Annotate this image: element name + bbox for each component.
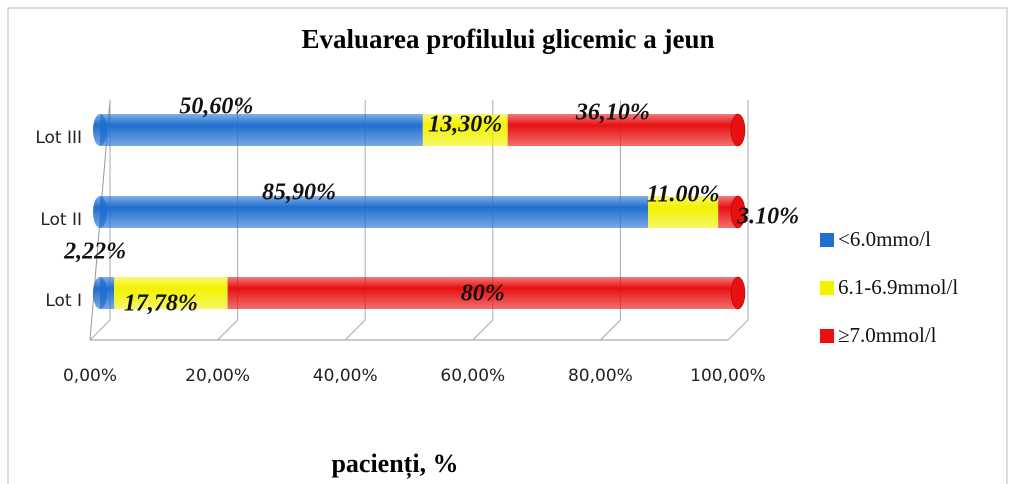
chart-frame xyxy=(7,7,1008,484)
legend-label: ≥7.0mmol/l xyxy=(838,323,937,347)
data-label: 3.10% xyxy=(736,204,799,230)
x-tick-label: 80,00% xyxy=(568,366,633,386)
bar-segment xyxy=(227,277,738,309)
y-tick-label: Lot III xyxy=(35,128,82,148)
y-tick-label: Lot II xyxy=(40,210,82,230)
data-label: 36,10% xyxy=(575,100,650,126)
x-tick-label: 20,00% xyxy=(185,366,250,386)
grid-floor xyxy=(344,319,366,341)
data-label: 80% xyxy=(461,281,505,307)
bar-segment xyxy=(507,114,738,146)
legend-label: 6.1-6.9mmol/l xyxy=(838,275,958,299)
x-axis-title: pacienți, % xyxy=(331,449,458,479)
bar-base xyxy=(93,196,107,228)
grid-floor xyxy=(89,319,111,341)
grid-floor xyxy=(727,319,749,341)
bar-segment xyxy=(422,114,508,146)
x-tick-label: 60,00% xyxy=(440,366,505,386)
data-label: 11.00% xyxy=(647,182,720,208)
grid-floor xyxy=(217,319,238,341)
legend-swatch xyxy=(820,329,834,343)
y-tick-label: Lot I xyxy=(45,291,82,311)
data-label: 17,78% xyxy=(124,291,198,317)
bar-cap xyxy=(730,195,746,229)
bar-segment xyxy=(648,196,719,228)
grid-floor xyxy=(600,319,621,341)
data-label: 2,22% xyxy=(63,239,126,265)
bar-segment xyxy=(114,277,228,309)
x-tick-label: 0,00% xyxy=(63,366,117,386)
bar-cap xyxy=(730,113,746,147)
data-label: 13,30% xyxy=(428,112,502,138)
legend-swatch xyxy=(820,281,834,295)
data-label: 85,90% xyxy=(262,180,336,206)
grid-floor xyxy=(472,319,494,341)
bar-segment xyxy=(100,196,649,228)
bar-base xyxy=(93,114,107,146)
x-tick-label: 40,00% xyxy=(313,366,378,386)
chart-title: Evaluarea profilului glicemic a jeun xyxy=(301,24,714,54)
legend-swatch xyxy=(820,233,834,247)
x-tick-label: 100,00% xyxy=(690,366,766,386)
bar-segment xyxy=(100,114,423,146)
data-label: 50,60% xyxy=(179,94,253,120)
bar-cap xyxy=(730,276,746,310)
legend-label: <6.0mmo/l xyxy=(838,227,931,251)
bar-base xyxy=(93,277,107,309)
